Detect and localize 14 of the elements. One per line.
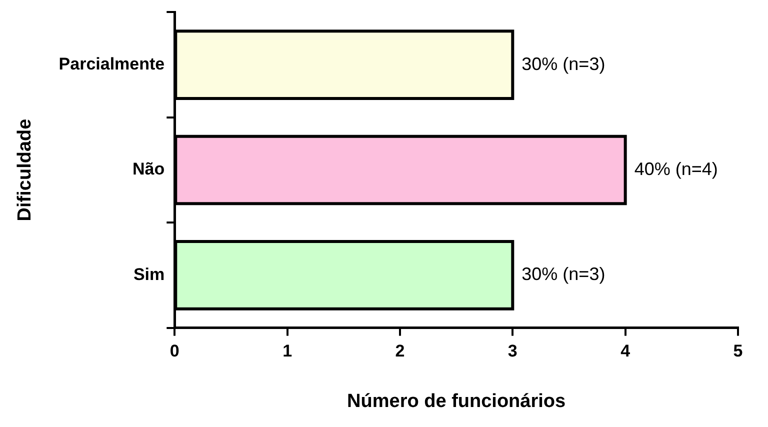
x-tick-label: 4 xyxy=(620,342,631,361)
data-label: 30% (n=3) xyxy=(522,264,606,284)
y-tick-label: Parcialmente xyxy=(58,54,165,74)
x-tick-label: 2 xyxy=(395,342,405,361)
data-label: 40% (n=4) xyxy=(634,158,718,179)
x-axis-title: Número de funcionários xyxy=(347,390,566,412)
x-tick-label: 1 xyxy=(282,342,292,361)
y-tick-label: Sim xyxy=(133,264,165,284)
data-label: 30% (n=3) xyxy=(522,54,606,74)
x-tick-label: 5 xyxy=(733,342,743,361)
x-tick-label: 0 xyxy=(170,342,180,361)
x-tick-label: 3 xyxy=(508,342,518,361)
y-axis-title: Dificuldade xyxy=(14,118,36,222)
y-tick-label: Não xyxy=(132,160,165,179)
